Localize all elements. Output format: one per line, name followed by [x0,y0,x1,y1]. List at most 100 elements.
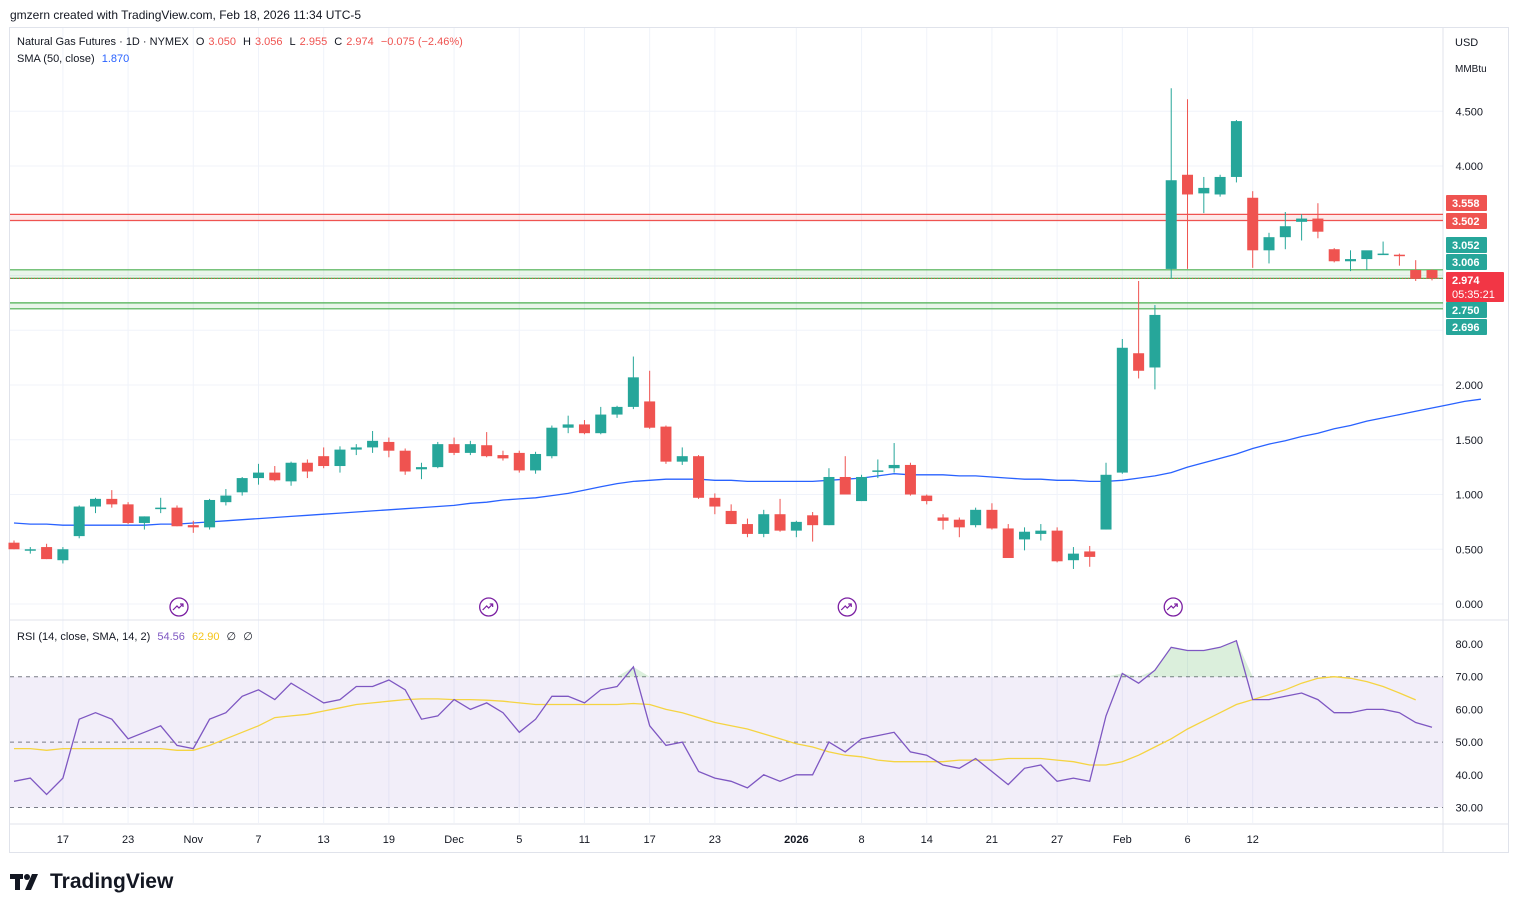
time-tick-label: Nov [184,834,204,846]
price-label-3-558: 3.558 [1446,195,1487,211]
price-tick-label: 0.000 [1455,599,1483,611]
candle [1133,280,1145,379]
candle [1214,174,1226,197]
candle [1084,545,1096,567]
candle-body [318,456,330,467]
candle [57,547,69,564]
candle-body [415,467,427,470]
candle [790,520,802,538]
dividend-event-icon [169,597,189,617]
price-tick-label: 2.000 [1455,380,1483,392]
candle-body [1263,237,1275,251]
candle-body [1312,218,1324,232]
candle-body [1165,180,1177,269]
unit-label[interactable]: MMBtu [1455,64,1487,75]
chart-frame [9,27,1509,853]
candle-body [774,514,786,531]
rsi-tick-label: 80.00 [1455,639,1483,651]
candle-body [334,449,346,467]
tradingview-logo-icon [10,872,44,892]
candle-body [204,499,216,528]
candle [464,440,476,456]
candle [171,505,183,527]
candle-body [89,498,101,507]
time-tick-label: 13 [318,834,330,846]
candle [318,447,330,469]
sma-legend[interactable]: SMA (50, close) 1.870 [17,53,133,65]
candle-body [1426,270,1438,279]
candle [334,446,346,473]
event-arrow [1166,603,1178,611]
price-label-2-696: 2.696 [1446,319,1487,335]
candle [138,516,150,530]
event-arrow [840,603,852,611]
candle-body [1100,474,1112,530]
rsi-legend[interactable]: RSI (14, close, SMA, 14, 2) 54.56 62.90 … [17,630,257,643]
candle [1165,88,1177,279]
candle-body [725,510,737,525]
candle-body [823,476,835,526]
candle [1019,527,1031,551]
rsi-tick-label: 60.00 [1455,704,1483,716]
symbol-legend[interactable]: Natural Gas Futures · 1D · NYMEX O 3.050 … [17,36,467,48]
time-tick-label: 27 [1051,834,1063,846]
candle [1426,269,1438,281]
candle [937,514,949,530]
price-label-bg [1446,237,1487,253]
sma-value: 1.870 [101,53,130,65]
time-tick-label: 2026 [784,834,808,846]
candle [595,406,607,435]
time-tick-label: 11 [579,834,590,846]
candle-body [1247,197,1259,251]
candle-body [106,498,118,505]
resistance-zone-fill [10,214,1443,221]
close-label: C [334,36,343,48]
candle [627,356,639,410]
candle [1051,527,1063,563]
price-tick-label: 1.500 [1455,435,1483,447]
time-tick-label: 23 [709,834,721,846]
candle [1328,248,1340,263]
event-arrow [172,603,184,611]
candle-body [856,476,868,502]
price-tick-label: 4.500 [1455,106,1483,118]
candle [497,450,509,461]
candle-body [155,507,167,510]
currency-label[interactable]: USD [1455,37,1479,49]
event-circle [169,597,189,617]
candle-body [807,515,819,526]
candle [513,450,525,473]
candle-body [57,549,69,561]
candle-body [693,456,705,498]
candle-body [1019,531,1031,540]
candle-body [1198,187,1210,194]
rsi-sma-value: 62.90 [191,631,220,643]
candle-body [1035,530,1047,534]
candle-body [432,444,444,468]
candle-body [73,506,85,537]
candle-body [138,516,150,523]
candle [1035,524,1047,541]
price-label-3-052: 3.052 [1446,237,1487,253]
candle [888,443,900,473]
candle [546,425,558,459]
candle [24,547,36,554]
open-label: O [195,36,205,48]
candle-body [399,450,411,472]
rsi-tick-label: 70.00 [1455,672,1483,684]
sma-50-line [13,398,1481,526]
price-label-bg [1446,272,1504,302]
candle-body [1149,314,1161,368]
price-label-bg [1446,254,1487,270]
price-label-bg [1446,195,1487,211]
price-label-bg [1446,319,1487,335]
brand[interactable]: TradingView [10,870,173,894]
candle-body [937,517,949,521]
rsi-tick-label: 40.00 [1455,770,1483,782]
candle [758,509,770,538]
event-circle [837,597,857,617]
low-value: 2.955 [299,36,328,48]
candle [1100,462,1112,530]
candle [1263,232,1275,264]
